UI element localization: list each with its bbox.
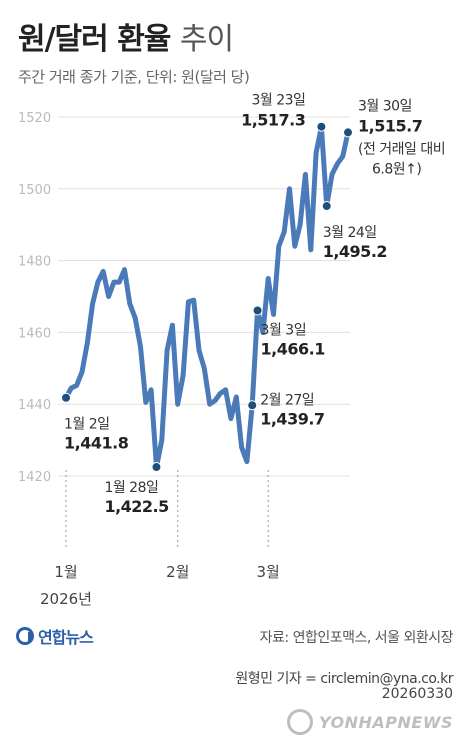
title-bold: 원/달러 환율 bbox=[18, 22, 171, 57]
annotation-date: 3월 30일 bbox=[358, 98, 412, 114]
annotation-value: 1,439.7 bbox=[260, 409, 324, 428]
y-tick-label: 1440 bbox=[18, 398, 51, 413]
yonhap-watermark: YONHAPNEWS bbox=[287, 704, 453, 740]
year-label: 2026년 bbox=[40, 590, 92, 608]
x-tick-label: 2월 bbox=[166, 563, 189, 581]
x-tick-label: 1월 bbox=[54, 563, 77, 581]
annotation-date: 1월 2일 bbox=[64, 417, 110, 433]
annotation-value: 1,515.7 bbox=[358, 116, 422, 135]
x-axis: 1월 2월 3월 2026년 bbox=[40, 563, 280, 608]
y-tick-label: 1420 bbox=[18, 470, 51, 485]
annotation-date: 2월 27일 bbox=[260, 392, 314, 408]
data-point-marker bbox=[252, 305, 263, 316]
annotation-value: 1,517.3 bbox=[241, 111, 305, 130]
page-title: 원/달러 환율 추이 bbox=[18, 14, 234, 58]
logo-name: 연합뉴스 bbox=[38, 628, 94, 647]
title-light: 추이 bbox=[179, 22, 234, 57]
annotation-note: 6.8원↑) bbox=[372, 161, 421, 177]
reporter-credit: 원형민 기자 = circlemin@yna.co.kr bbox=[235, 671, 453, 687]
grid-lines bbox=[58, 116, 350, 477]
guide-lines bbox=[65, 470, 269, 548]
annotation-note: (전 거래일 대비 bbox=[358, 141, 445, 157]
markers bbox=[61, 121, 353, 473]
y-tick-label: 1480 bbox=[18, 255, 51, 270]
yonhap-logo-icon bbox=[16, 627, 34, 645]
data-point-marker bbox=[343, 127, 353, 138]
annotation-date: 3월 24일 bbox=[323, 225, 377, 241]
chart-subtitle: 주간 거래 종가 기준, 단위: 원(달러 당) bbox=[18, 68, 250, 86]
data-point-marker bbox=[321, 201, 332, 212]
annotation-value: 1,422.5 bbox=[104, 497, 169, 516]
annotation-value: 1,466.1 bbox=[261, 340, 326, 359]
annotation-value: 1,441.8 bbox=[64, 434, 129, 453]
annotation-value: 1,495.2 bbox=[323, 242, 387, 261]
data-point-marker bbox=[61, 392, 71, 403]
yonhap-logo: 연합뉴스 bbox=[16, 624, 94, 648]
series-line bbox=[63, 124, 351, 470]
date-code: 20260330 bbox=[381, 686, 453, 702]
data-point-marker bbox=[247, 400, 258, 411]
y-axis: 1420 1440 1460 1480 1500 1520 bbox=[18, 111, 51, 485]
x-tick-label: 3월 bbox=[257, 563, 280, 581]
y-tick-label: 1520 bbox=[18, 111, 51, 126]
annotation-date: 1월 28일 bbox=[104, 480, 158, 496]
y-tick-label: 1460 bbox=[18, 326, 51, 341]
source-credit: 자료: 연합인포맥스, 서울 외환시장 bbox=[259, 630, 454, 646]
watermark-icon bbox=[287, 709, 313, 735]
annotation-date: 3월 23일 bbox=[251, 93, 305, 109]
y-tick-label: 1500 bbox=[18, 183, 51, 198]
data-point-marker bbox=[151, 462, 162, 473]
watermark-text: YONHAPNEWS bbox=[319, 712, 453, 732]
data-point-marker bbox=[316, 121, 327, 132]
annotation-date: 3월 3일 bbox=[261, 323, 307, 339]
